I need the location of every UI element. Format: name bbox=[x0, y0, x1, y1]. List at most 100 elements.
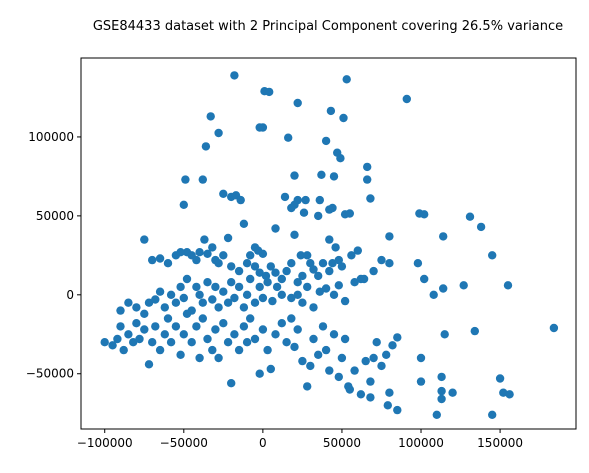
data-point bbox=[314, 350, 323, 359]
data-point bbox=[298, 271, 307, 281]
data-point bbox=[214, 353, 223, 363]
data-point bbox=[363, 162, 372, 172]
data-point bbox=[495, 374, 505, 383]
data-point bbox=[113, 334, 122, 344]
data-point bbox=[432, 410, 441, 419]
data-point bbox=[124, 298, 133, 307]
data-point bbox=[266, 262, 275, 271]
data-point bbox=[195, 248, 204, 257]
data-point bbox=[144, 360, 154, 369]
data-point bbox=[234, 345, 244, 355]
data-point bbox=[255, 282, 264, 292]
data-point bbox=[287, 293, 296, 303]
data-point bbox=[176, 350, 185, 359]
data-point bbox=[124, 330, 133, 339]
data-point bbox=[265, 87, 274, 97]
data-point bbox=[309, 265, 318, 274]
data-point bbox=[140, 309, 149, 318]
data-point bbox=[437, 372, 446, 382]
data-point bbox=[340, 334, 350, 344]
data-point bbox=[321, 284, 331, 293]
data-point bbox=[336, 154, 345, 163]
data-point bbox=[334, 372, 343, 382]
data-point bbox=[253, 246, 263, 255]
data-point bbox=[377, 255, 386, 265]
data-point bbox=[187, 338, 196, 347]
data-point bbox=[227, 262, 236, 271]
data-point bbox=[132, 319, 141, 328]
data-point bbox=[171, 322, 181, 331]
data-point bbox=[200, 235, 209, 244]
data-point bbox=[448, 388, 457, 397]
data-point bbox=[353, 246, 362, 255]
data-point bbox=[195, 290, 204, 299]
data-point bbox=[219, 287, 228, 296]
data-point bbox=[439, 284, 448, 293]
data-point bbox=[549, 323, 559, 333]
data-point bbox=[155, 254, 165, 263]
data-point bbox=[261, 271, 271, 281]
data-point bbox=[255, 369, 264, 378]
data-point bbox=[287, 259, 296, 268]
data-point bbox=[290, 342, 299, 352]
data-point bbox=[181, 175, 190, 184]
chart-title: GSE84433 dataset with 2 Principal Compon… bbox=[93, 19, 563, 34]
data-point bbox=[293, 278, 302, 287]
axes-frame bbox=[80, 57, 577, 430]
data-point bbox=[337, 353, 347, 363]
data-point bbox=[439, 232, 448, 241]
x-axis: −100000 −50000 0 50000 100000 150000 bbox=[77, 429, 523, 450]
data-point bbox=[214, 128, 223, 138]
data-point bbox=[255, 268, 264, 277]
data-point bbox=[179, 200, 188, 209]
data-point bbox=[470, 326, 479, 336]
data-point bbox=[366, 377, 375, 386]
data-point bbox=[236, 195, 245, 205]
data-point bbox=[148, 255, 157, 265]
data-point bbox=[393, 333, 402, 342]
data-point bbox=[258, 293, 268, 303]
data-point bbox=[239, 219, 249, 228]
data-point bbox=[195, 353, 204, 363]
data-point bbox=[119, 345, 128, 355]
data-point bbox=[306, 259, 315, 268]
data-point bbox=[135, 334, 144, 344]
data-point bbox=[325, 366, 334, 375]
data-point bbox=[230, 330, 239, 339]
data-point bbox=[268, 296, 277, 306]
data-point bbox=[179, 293, 188, 303]
data-point bbox=[250, 262, 260, 271]
data-point bbox=[271, 224, 280, 233]
data-point bbox=[271, 330, 280, 339]
data-point bbox=[402, 94, 411, 104]
data-point bbox=[282, 266, 291, 276]
data-point bbox=[326, 106, 336, 116]
data-point bbox=[314, 271, 323, 281]
x-tick-label: 0 bbox=[259, 436, 267, 450]
data-point bbox=[361, 356, 370, 366]
data-point bbox=[144, 298, 154, 307]
y-tick-label: 50000 bbox=[36, 209, 74, 223]
data-point bbox=[198, 314, 207, 323]
data-point bbox=[321, 345, 331, 355]
data-point bbox=[151, 295, 160, 304]
data-point bbox=[148, 338, 157, 347]
data-point bbox=[440, 330, 449, 339]
data-point bbox=[303, 251, 312, 260]
data-point bbox=[385, 232, 394, 241]
data-point bbox=[214, 303, 223, 312]
data-point bbox=[488, 410, 497, 419]
y-axis: −50000 0 50000 100000 bbox=[26, 130, 81, 381]
data-point bbox=[296, 251, 305, 260]
data-point bbox=[290, 230, 299, 239]
data-point bbox=[437, 386, 446, 396]
data-point bbox=[299, 208, 309, 217]
data-point bbox=[290, 171, 299, 180]
data-point bbox=[337, 262, 347, 271]
data-point bbox=[325, 235, 334, 244]
data-point bbox=[277, 290, 286, 299]
data-point bbox=[325, 205, 334, 214]
data-point bbox=[246, 251, 255, 260]
y-tick-label: 100000 bbox=[28, 130, 74, 144]
